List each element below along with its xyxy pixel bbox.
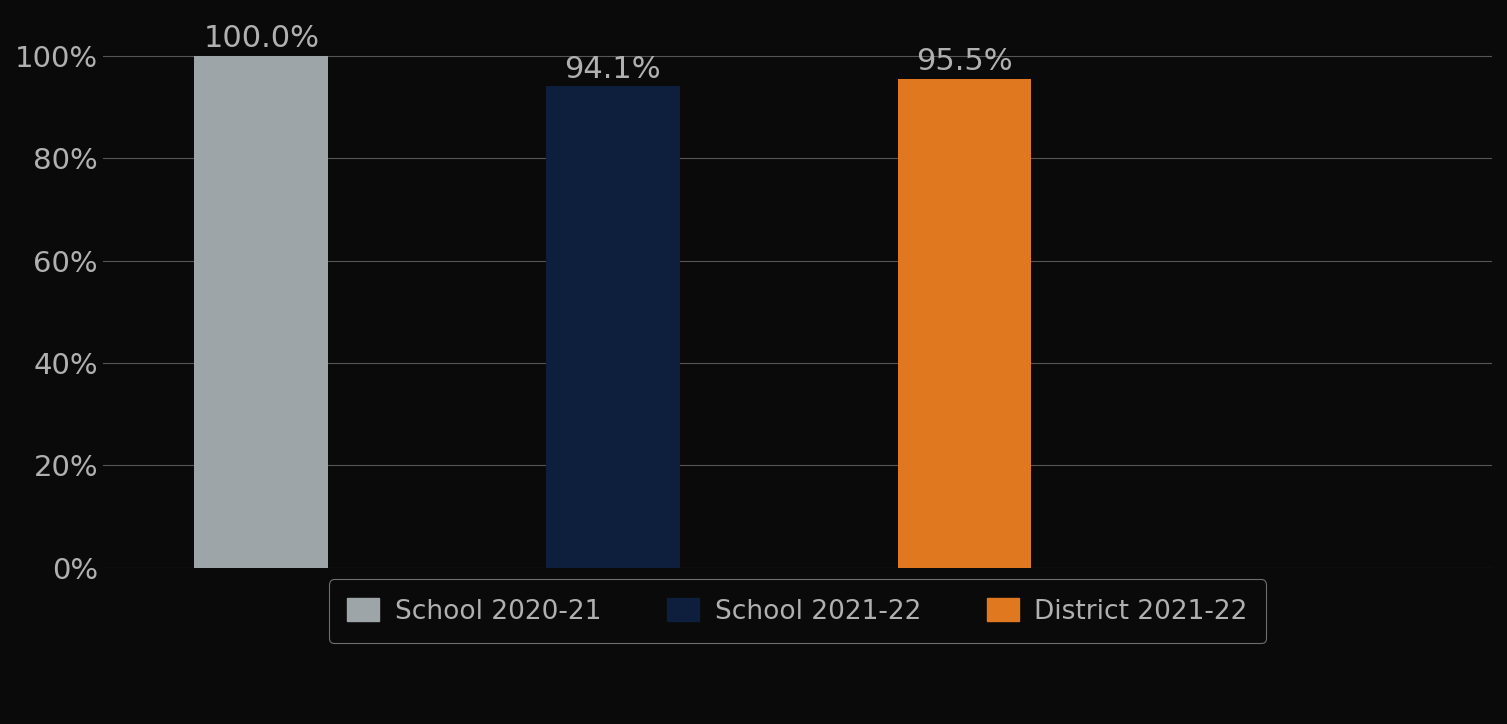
Text: 95.5%: 95.5% <box>916 48 1013 77</box>
Bar <box>898 79 1031 568</box>
Bar <box>194 56 329 568</box>
Bar <box>546 86 680 568</box>
Legend: School 2020-21, School 2021-22, District 2021-22: School 2020-21, School 2021-22, District… <box>329 579 1266 643</box>
Text: 100.0%: 100.0% <box>203 25 319 54</box>
Text: 94.1%: 94.1% <box>565 54 662 83</box>
